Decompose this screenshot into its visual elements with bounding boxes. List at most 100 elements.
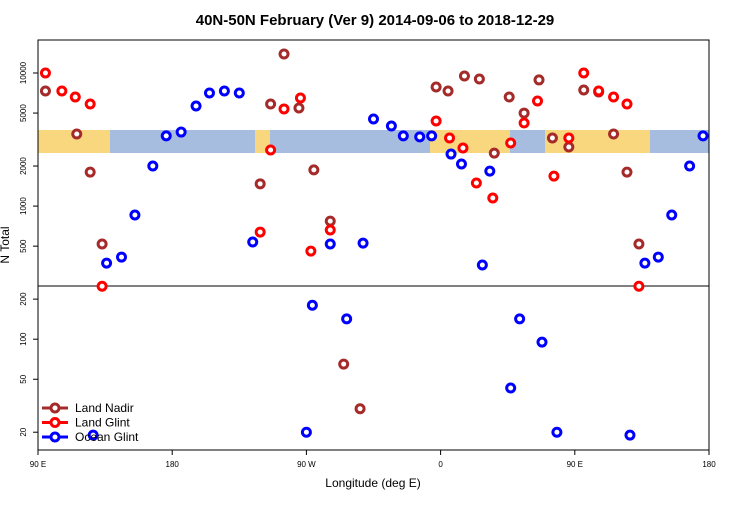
point bbox=[430, 81, 442, 93]
point bbox=[514, 313, 526, 325]
point bbox=[338, 358, 350, 370]
point bbox=[129, 209, 141, 221]
x-tick-label: 90 E bbox=[567, 460, 583, 469]
point bbox=[265, 98, 277, 110]
y-tick-label: 1000 bbox=[19, 197, 28, 215]
point bbox=[633, 280, 645, 292]
plot-frame bbox=[37, 39, 710, 451]
legend-marker bbox=[49, 402, 61, 414]
point bbox=[56, 85, 68, 97]
point bbox=[397, 130, 409, 142]
y-tick-label: 50 bbox=[19, 374, 28, 383]
point bbox=[414, 131, 426, 143]
point bbox=[294, 92, 306, 104]
ocean bbox=[38, 130, 709, 153]
point bbox=[293, 102, 305, 114]
point bbox=[503, 91, 515, 103]
point bbox=[533, 74, 545, 86]
y-tick-label: 2000 bbox=[19, 157, 28, 175]
point bbox=[96, 238, 108, 250]
point bbox=[548, 170, 560, 182]
y-tick-label: 200 bbox=[19, 292, 28, 306]
x-tick-label: 180 bbox=[702, 460, 716, 469]
point bbox=[87, 429, 99, 441]
point bbox=[608, 128, 620, 140]
point bbox=[536, 336, 548, 348]
point bbox=[265, 144, 277, 156]
point bbox=[247, 236, 259, 248]
point bbox=[84, 166, 96, 178]
point bbox=[147, 160, 159, 172]
point bbox=[308, 164, 320, 176]
legend-label: Land Glint bbox=[75, 416, 130, 430]
point bbox=[488, 147, 500, 159]
point bbox=[621, 98, 633, 110]
point bbox=[385, 120, 397, 132]
land bbox=[545, 130, 650, 153]
point bbox=[430, 115, 442, 127]
point bbox=[324, 224, 336, 236]
x-tick-label: 90 E bbox=[30, 460, 46, 469]
point bbox=[254, 226, 266, 238]
point bbox=[175, 126, 187, 138]
point bbox=[324, 215, 336, 227]
point bbox=[563, 141, 575, 153]
legend-label: Land Nadir bbox=[75, 401, 134, 415]
point bbox=[652, 251, 664, 263]
chart-title: 40N-50N February (Ver 9) 2014-09-06 to 2… bbox=[196, 12, 555, 29]
point bbox=[203, 87, 215, 99]
point bbox=[697, 130, 709, 142]
point bbox=[84, 98, 96, 110]
point bbox=[278, 48, 290, 60]
point bbox=[458, 70, 470, 82]
point bbox=[593, 85, 605, 97]
point bbox=[71, 128, 83, 140]
point bbox=[505, 137, 517, 149]
point bbox=[532, 95, 544, 107]
point bbox=[578, 84, 590, 96]
point bbox=[473, 73, 485, 85]
point bbox=[484, 165, 496, 177]
point bbox=[457, 142, 469, 154]
y-tick-label: 100 bbox=[19, 332, 28, 346]
legend-marker bbox=[49, 431, 61, 443]
point bbox=[116, 251, 128, 263]
point bbox=[341, 313, 353, 325]
point bbox=[639, 257, 651, 269]
y-tick-label: 10000 bbox=[19, 61, 28, 84]
point bbox=[426, 130, 438, 142]
point bbox=[518, 107, 530, 119]
point bbox=[442, 85, 454, 97]
point bbox=[306, 299, 318, 311]
point bbox=[684, 160, 696, 172]
point bbox=[444, 132, 456, 144]
x-axis-label: Longitude (deg E) bbox=[325, 476, 420, 490]
point bbox=[233, 87, 245, 99]
legend-label: Ocean Glint bbox=[75, 430, 139, 444]
point bbox=[578, 67, 590, 79]
point bbox=[608, 91, 620, 103]
point bbox=[470, 177, 482, 189]
point bbox=[190, 100, 202, 112]
point bbox=[546, 132, 558, 144]
point bbox=[624, 429, 636, 441]
point bbox=[476, 259, 488, 271]
point bbox=[278, 103, 290, 115]
y-tick-label: 500 bbox=[19, 239, 28, 253]
y-tick-label: 5000 bbox=[19, 104, 28, 122]
legend-marker bbox=[49, 417, 61, 428]
x-tick-label: 90 W bbox=[297, 460, 316, 469]
point bbox=[354, 403, 366, 415]
land bbox=[38, 130, 110, 153]
point bbox=[487, 192, 499, 204]
point bbox=[505, 382, 517, 394]
point bbox=[563, 132, 575, 144]
point bbox=[96, 280, 108, 292]
point bbox=[518, 117, 530, 129]
point bbox=[445, 148, 457, 160]
point bbox=[633, 238, 645, 250]
point bbox=[254, 178, 266, 190]
